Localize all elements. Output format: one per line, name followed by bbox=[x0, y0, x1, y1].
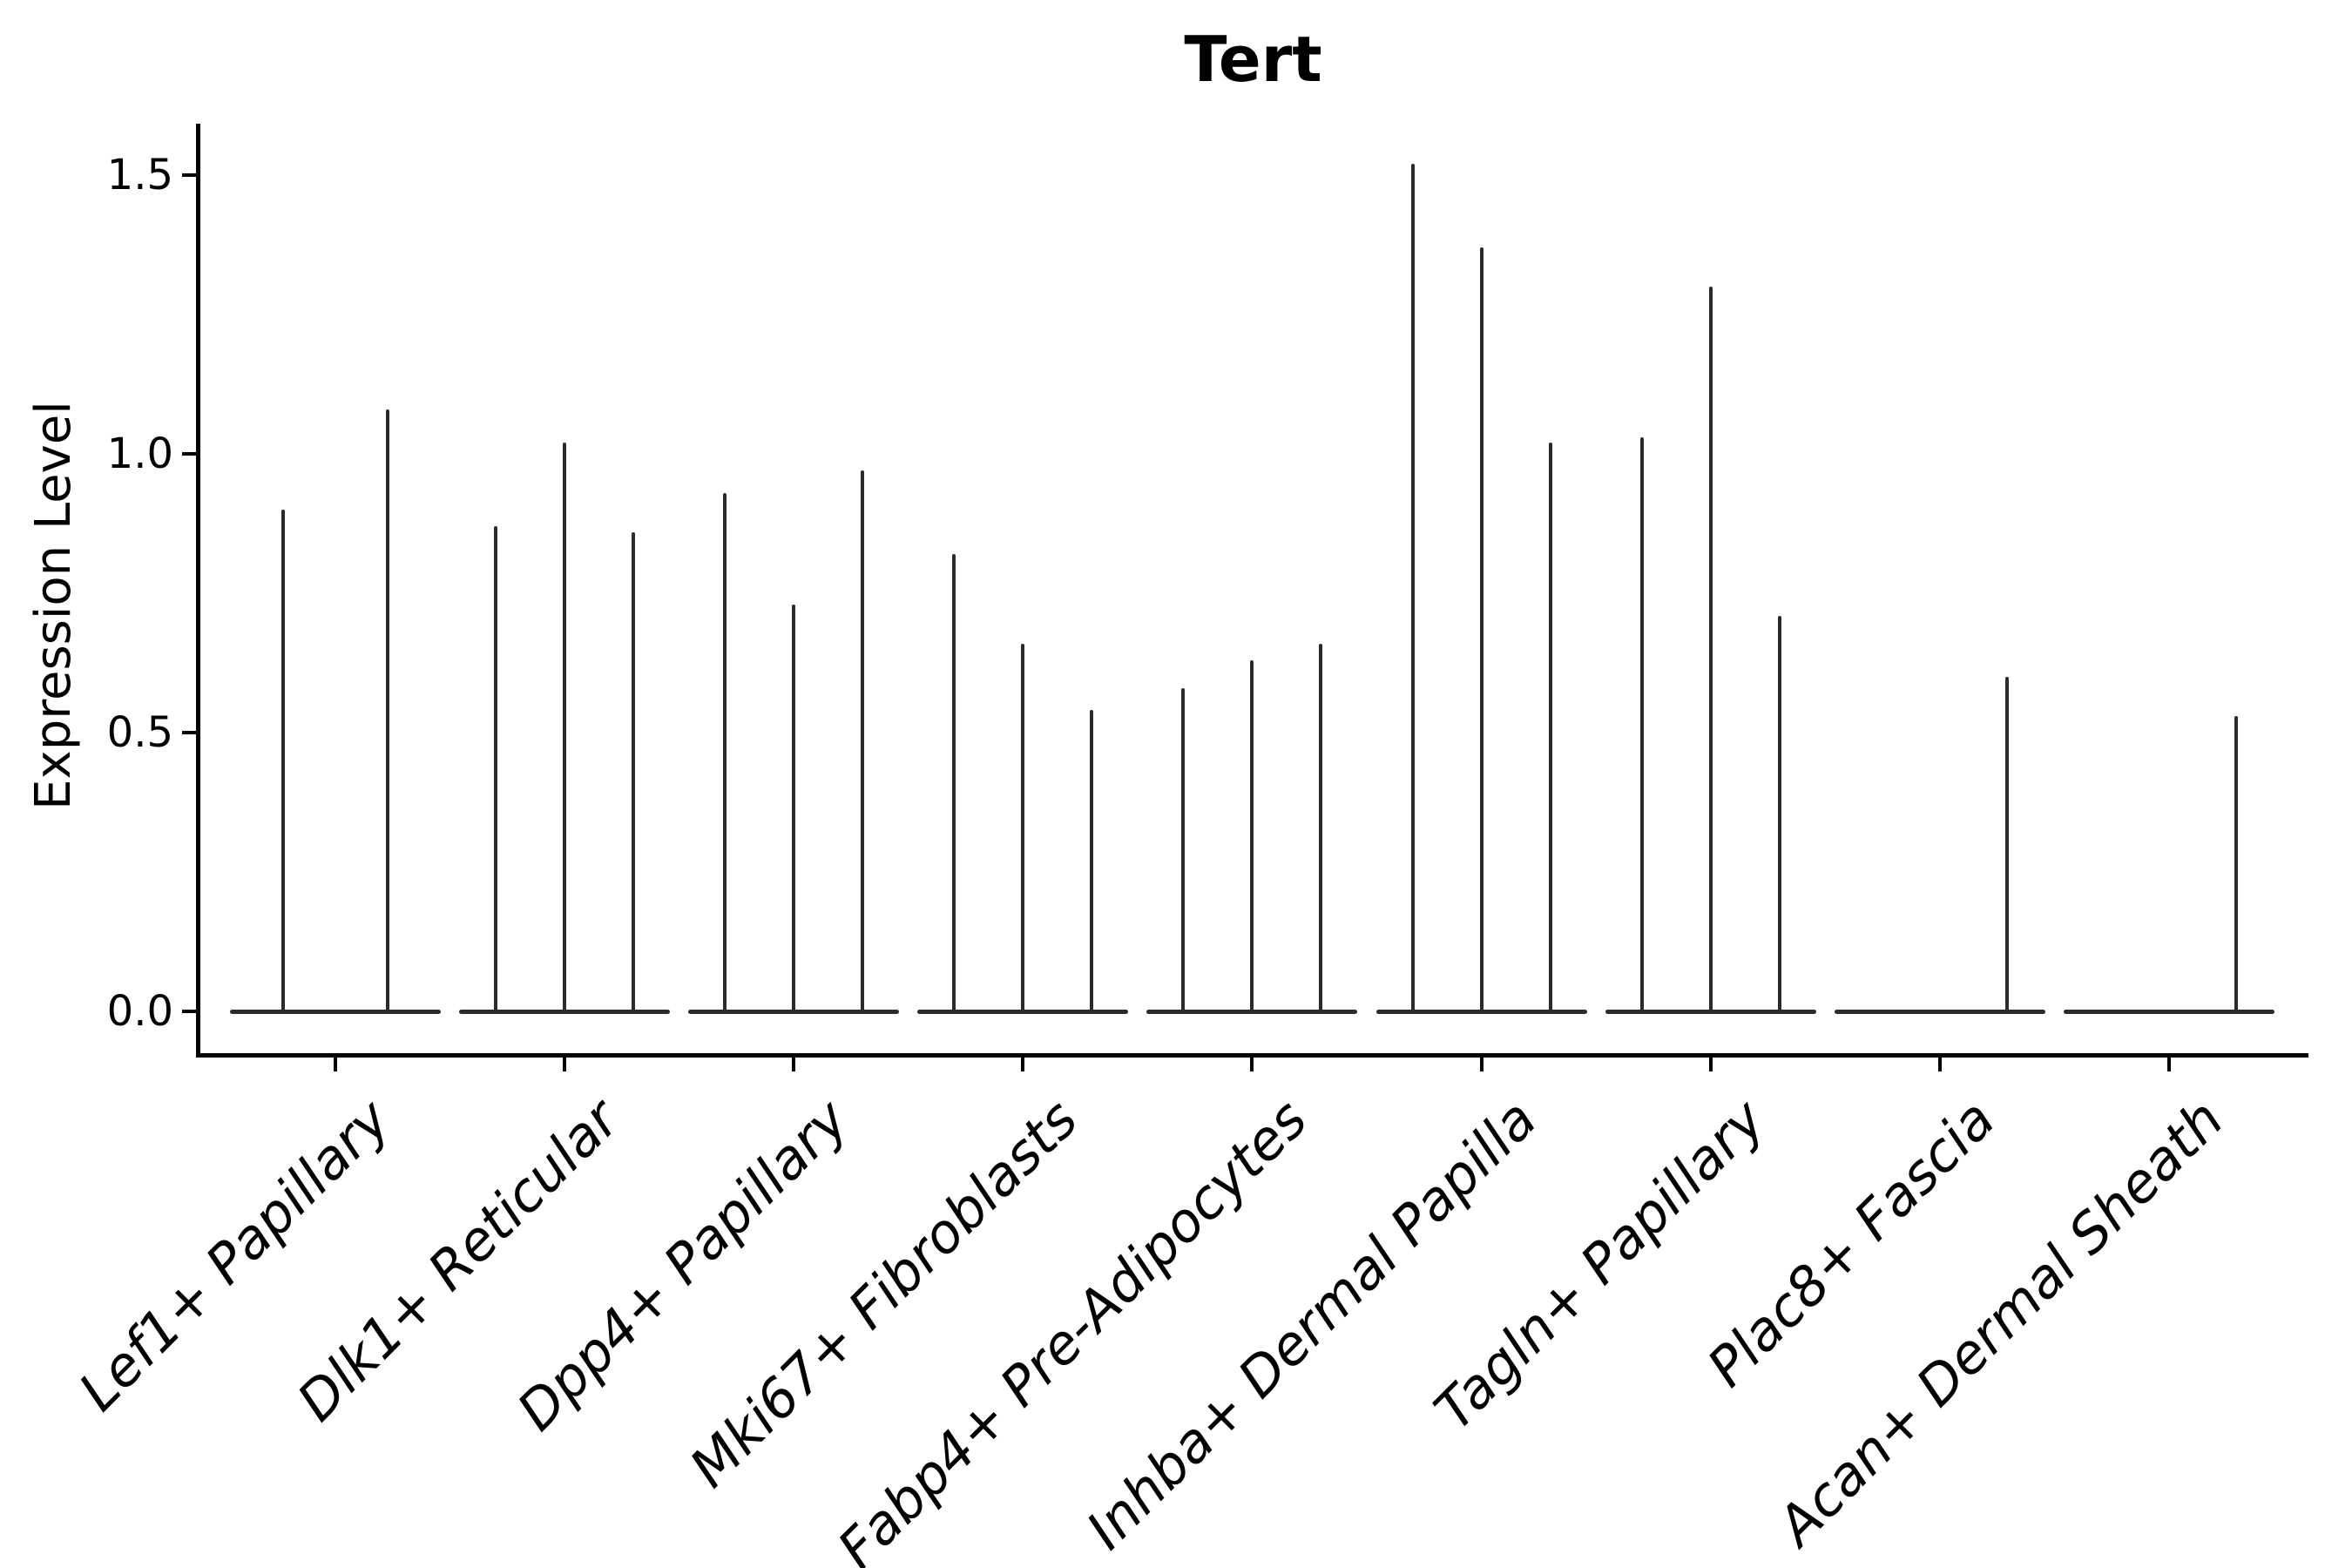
violin-baseline bbox=[1605, 1009, 1816, 1014]
violin-spike bbox=[281, 510, 285, 1011]
x-tick-label: Inhba+ Dermal Papilla bbox=[1073, 1087, 1549, 1562]
x-tick bbox=[1021, 1058, 1025, 1071]
violin-baseline bbox=[1375, 1009, 1587, 1014]
x-tick bbox=[1479, 1058, 1484, 1071]
x-tick bbox=[1937, 1058, 1942, 1071]
violin-baseline bbox=[917, 1009, 1129, 1014]
y-axis-spine bbox=[196, 124, 200, 1058]
violin-spike bbox=[1021, 643, 1025, 1011]
y-tick-label: 1.5 bbox=[106, 151, 173, 199]
violin-spike bbox=[1181, 687, 1186, 1011]
violin-baseline bbox=[230, 1009, 441, 1014]
y-tick-label: 0.0 bbox=[106, 987, 173, 1036]
violin-spike bbox=[1319, 643, 1323, 1011]
violin-spike bbox=[1548, 443, 1552, 1011]
y-tick bbox=[182, 173, 196, 177]
violin-spike bbox=[1479, 247, 1484, 1011]
violin-spike bbox=[952, 554, 956, 1011]
violin-spike bbox=[2234, 715, 2238, 1011]
violin-spike bbox=[386, 409, 389, 1011]
x-tick-label: Mki67+ Fibroblasts bbox=[677, 1087, 1090, 1500]
x-tick bbox=[2166, 1058, 2171, 1071]
violin-spike bbox=[1410, 164, 1415, 1011]
y-tick bbox=[182, 452, 196, 456]
violin-spike bbox=[1090, 710, 1094, 1011]
y-tick bbox=[182, 1010, 196, 1013]
x-tick-label: Fabp4+ Pre-Adipocytes bbox=[825, 1087, 1320, 1568]
violin-baseline bbox=[688, 1009, 900, 1014]
violin-spike bbox=[494, 526, 498, 1011]
violin-spike bbox=[632, 531, 636, 1011]
y-tick-label: 1.0 bbox=[106, 429, 173, 478]
x-tick-label: Acan+ Dermal Sheath bbox=[1765, 1087, 2236, 1558]
y-tick-label: 0.5 bbox=[106, 708, 173, 757]
violin-spike bbox=[1777, 615, 1781, 1011]
violin-spike bbox=[1250, 659, 1254, 1011]
violin-spike bbox=[792, 604, 796, 1011]
violin-baseline bbox=[1146, 1009, 1358, 1014]
violin-spike bbox=[1639, 436, 1644, 1011]
violin-spike bbox=[1708, 287, 1713, 1011]
violin-spike bbox=[723, 492, 727, 1011]
violin-baseline bbox=[2063, 1009, 2274, 1014]
violin-baseline bbox=[1834, 1009, 2045, 1014]
violin-spike bbox=[563, 443, 567, 1011]
x-tick bbox=[1250, 1058, 1254, 1071]
violin-spike bbox=[861, 470, 865, 1011]
violin-baseline bbox=[459, 1009, 671, 1014]
x-axis-spine bbox=[196, 1053, 2308, 1058]
x-tick bbox=[792, 1058, 796, 1071]
x-tick bbox=[334, 1058, 337, 1071]
chart-title: Tert bbox=[1184, 23, 1322, 96]
x-tick bbox=[563, 1058, 567, 1071]
y-axis-label: Expression Level bbox=[25, 401, 82, 810]
violin-spike bbox=[2004, 677, 2009, 1011]
y-tick bbox=[182, 731, 196, 734]
x-tick bbox=[1708, 1058, 1713, 1071]
